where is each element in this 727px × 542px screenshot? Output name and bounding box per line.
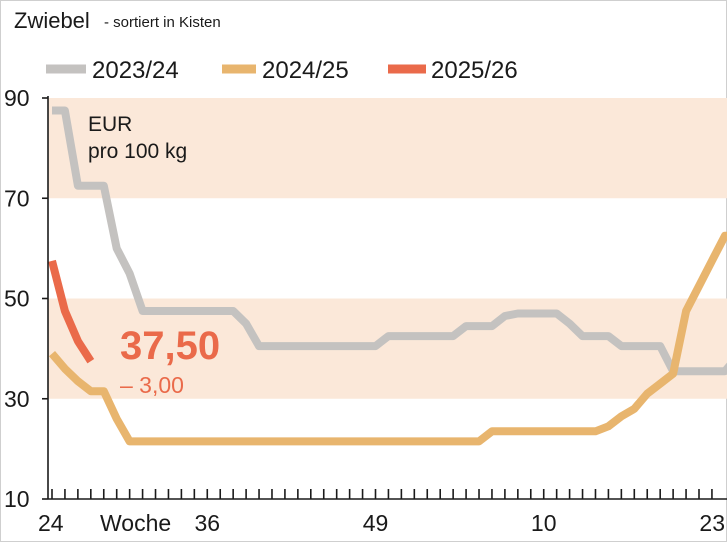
band-30-50 [48,298,727,399]
x-tick-label-24: 24 [38,510,64,536]
background-bands [48,98,727,399]
legend-label-2025-26: 2025/26 [431,57,518,84]
series-line-2024-25 [48,231,727,446]
x-tick-label-36: 36 [194,510,220,536]
y-tick-label-10: 10 [4,486,30,512]
x-tick-label-23: 23 [699,510,725,536]
series-line-2023-24 [52,106,727,376]
change-callout: – 3,00 [120,372,184,398]
x-tick-label-10: 10 [531,510,557,536]
y-tick-label-70: 70 [4,185,30,211]
axes: 10 30 50 70 90 24 36 49 10 23 [4,85,727,536]
legend: 2023/24 2024/25 2025/26 [46,57,518,84]
last-value-callout: 37,50 [120,324,220,368]
y-tick-label-50: 50 [4,286,30,312]
chart-subtitle: - sortiert in Kisten [104,14,221,31]
series-lines [48,106,727,446]
legend-label-2023-24: 2023/24 [92,57,179,84]
series-line-2025-26 [48,259,95,364]
unit-label-line-1: EUR [88,113,132,136]
legend-label-2024-25: 2024/25 [262,57,349,84]
band-70-90 [48,98,727,199]
x-axis-label: Woche [100,510,171,536]
y-tick-label-30: 30 [4,386,30,412]
chart-title: Zwiebel [14,8,90,33]
x-tick-label-49: 49 [363,510,389,536]
y-tick-label-90: 90 [4,85,30,111]
unit-label-line-2: pro 100 kg [88,140,187,163]
